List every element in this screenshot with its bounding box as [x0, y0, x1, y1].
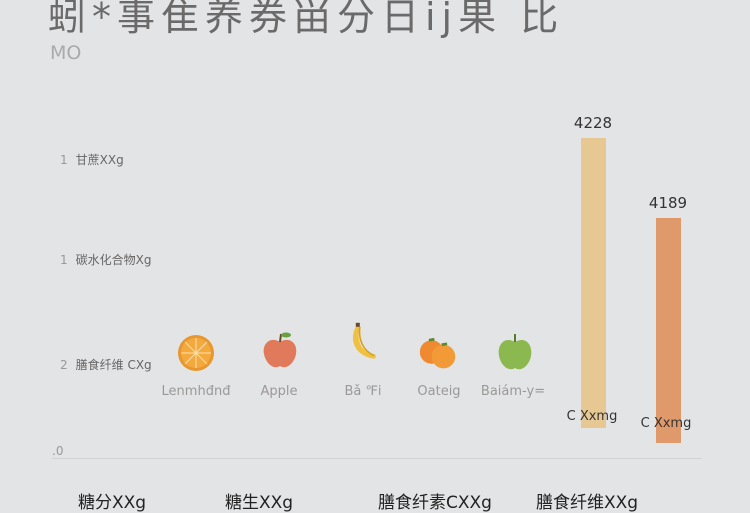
x-axis-line	[52, 458, 702, 459]
fruit-label: Bǎ ℉i	[344, 384, 382, 399]
chart-title: 蚓*事隹养券畄分日ij果 比	[48, 0, 565, 39]
x-label: 糖分XXg	[78, 493, 147, 513]
y-tick: 1 甘蔗XXg	[60, 153, 124, 167]
x-label: 膳食纤素CXXg	[378, 493, 492, 513]
fruit-label: Apple	[260, 384, 298, 399]
fruit-label: Baiám-y=	[480, 384, 546, 399]
y-tick: 1 碳水化合物Xg	[60, 253, 152, 267]
green-apple-icon	[498, 334, 532, 370]
orange-slice-icon	[178, 335, 214, 371]
fruit-label: Lenmhđnđ	[161, 384, 231, 399]
y-tick: .0	[52, 444, 64, 458]
y-tick: 2 膳食纤维 CXg	[60, 358, 152, 372]
bar-value-label: 4189	[648, 193, 688, 212]
apple-icon	[263, 332, 297, 368]
banana-icon	[352, 322, 376, 359]
x-label: 膳食纤维XXg	[536, 493, 639, 513]
orange-icon	[419, 337, 456, 369]
bar-value-label: 4228	[573, 114, 613, 132]
chart-subtitle: MO	[50, 42, 82, 64]
bar-unit-label: C Xxmg	[566, 409, 618, 424]
bar	[656, 217, 681, 443]
x-label: 糖生XXg	[225, 493, 294, 513]
bar	[581, 138, 606, 428]
fruit-label: Oateig	[417, 384, 461, 399]
bar-unit-label: C Xxmg	[640, 416, 692, 431]
